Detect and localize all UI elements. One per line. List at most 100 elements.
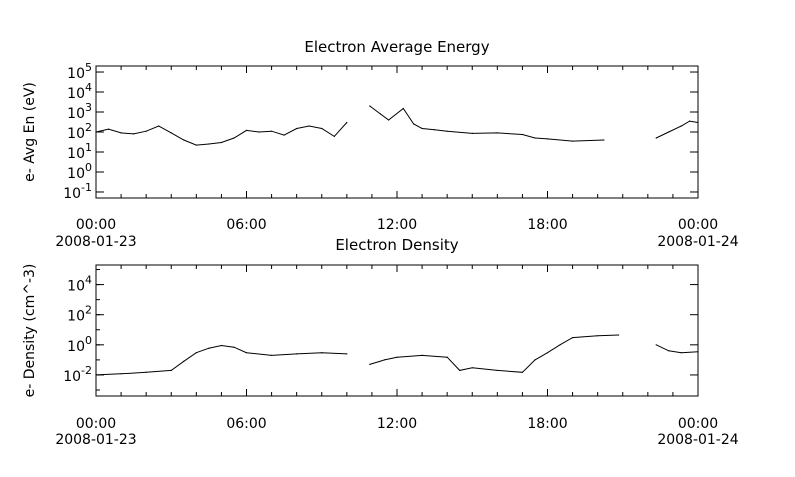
x-tick-label: 00:00 bbox=[76, 416, 116, 432]
y-tick-base: 10 bbox=[67, 166, 85, 182]
x-tick-date-label: 2008-01-23 bbox=[55, 234, 136, 250]
data-point bbox=[459, 369, 461, 371]
data-point bbox=[421, 354, 423, 356]
data-point bbox=[689, 120, 691, 122]
data-point bbox=[413, 123, 415, 125]
data-point bbox=[170, 132, 172, 134]
data-point bbox=[296, 353, 298, 355]
y-tick-exponent: 5 bbox=[85, 61, 92, 74]
y-tick-base: 10 bbox=[67, 146, 85, 162]
data-point bbox=[233, 346, 235, 348]
data-point bbox=[346, 353, 348, 355]
data-point bbox=[697, 121, 699, 124]
data-point bbox=[446, 130, 448, 132]
y-tick-base: 10 bbox=[67, 309, 85, 325]
x-tick-label: 06:00 bbox=[226, 416, 266, 432]
data-point bbox=[95, 131, 97, 133]
y-tick-label: 10-2 bbox=[63, 364, 92, 385]
data-point bbox=[158, 125, 160, 127]
x-tick-label: 06:00 bbox=[226, 217, 266, 233]
data-point bbox=[183, 139, 185, 141]
y-tick-base: 10 bbox=[63, 369, 81, 385]
y-tick-label: 10-1 bbox=[63, 181, 92, 202]
x-tick-label: 00:00 bbox=[678, 217, 718, 233]
data-point bbox=[402, 107, 404, 110]
y-tick-base: 10 bbox=[63, 186, 81, 202]
x-tick-date-label: 2008-01-23 bbox=[55, 432, 136, 448]
y-tick-exponent: 4 bbox=[85, 81, 92, 94]
data-point bbox=[271, 354, 273, 356]
data-point bbox=[120, 132, 122, 134]
data-line-segment-3 bbox=[655, 344, 699, 354]
data-point bbox=[597, 335, 599, 337]
y-axis-label: e- Avg En (eV) bbox=[22, 82, 38, 182]
y-tick-exponent: 2 bbox=[85, 121, 92, 134]
y-axis-label: e- Density (cm^-3) bbox=[22, 264, 38, 398]
y-tick-base: 10 bbox=[67, 66, 85, 82]
data-point bbox=[521, 133, 524, 136]
data-point bbox=[421, 127, 423, 130]
y-tick-exponent: 1 bbox=[85, 141, 92, 154]
data-point bbox=[170, 369, 172, 371]
data-point bbox=[618, 334, 620, 336]
y-tick-label: 102 bbox=[67, 121, 92, 142]
y-tick-label: 104 bbox=[67, 81, 92, 102]
data-point bbox=[208, 347, 210, 349]
data-point bbox=[496, 369, 498, 371]
data-point bbox=[195, 144, 197, 146]
data-point bbox=[434, 129, 436, 131]
data-point bbox=[245, 129, 248, 131]
x-tick-label: 18:00 bbox=[527, 416, 567, 432]
data-point bbox=[220, 141, 222, 144]
data-point bbox=[496, 132, 498, 134]
data-point bbox=[95, 374, 97, 376]
x-tick-label: 00:00 bbox=[678, 416, 718, 432]
data-point bbox=[107, 128, 110, 130]
data-point bbox=[369, 105, 371, 107]
data-point bbox=[120, 373, 122, 375]
x-tick-date-label: 2008-01-24 bbox=[657, 432, 738, 448]
y-tick-label: 101 bbox=[67, 141, 92, 162]
data-point bbox=[379, 113, 381, 115]
data-point bbox=[471, 132, 473, 134]
data-point bbox=[603, 139, 605, 141]
y-tick-base: 10 bbox=[67, 339, 85, 355]
x-tick-label: 12:00 bbox=[377, 217, 417, 233]
y-tick-exponent: 2 bbox=[85, 304, 92, 317]
y-tick-exponent: 0 bbox=[85, 334, 92, 347]
x-tick-label: 18:00 bbox=[527, 217, 567, 233]
y-tick-exponent: 0 bbox=[85, 161, 92, 174]
y-tick-exponent: -2 bbox=[81, 364, 92, 377]
data-point bbox=[396, 356, 398, 358]
data-point bbox=[572, 337, 574, 339]
y-tick-label: 100 bbox=[67, 334, 92, 355]
data-point bbox=[471, 367, 473, 369]
x-tick-date-label: 2008-01-24 bbox=[657, 234, 738, 250]
data-point bbox=[572, 140, 574, 142]
plot-frame bbox=[95, 65, 699, 199]
chart-panel-1: Electron Average Energy e- Avg En (eV) 00:… bbox=[22, 38, 739, 250]
data-point bbox=[271, 130, 273, 132]
data-point bbox=[546, 352, 549, 354]
data-point bbox=[546, 138, 549, 140]
data-point bbox=[369, 363, 371, 365]
data-point bbox=[183, 360, 185, 362]
data-point bbox=[258, 131, 260, 133]
data-line-segment-2 bbox=[369, 334, 619, 373]
data-point bbox=[680, 125, 682, 127]
data-point bbox=[534, 359, 536, 361]
data-point bbox=[383, 359, 386, 361]
data-point bbox=[697, 351, 699, 353]
data-line-segment-2 bbox=[369, 105, 604, 142]
data-point bbox=[233, 137, 235, 139]
data-point bbox=[321, 352, 323, 354]
data-point bbox=[245, 352, 248, 354]
data-point bbox=[220, 344, 222, 347]
data-point bbox=[521, 371, 524, 373]
data-point bbox=[308, 125, 310, 127]
data-point bbox=[668, 350, 670, 352]
data-point bbox=[446, 356, 448, 358]
